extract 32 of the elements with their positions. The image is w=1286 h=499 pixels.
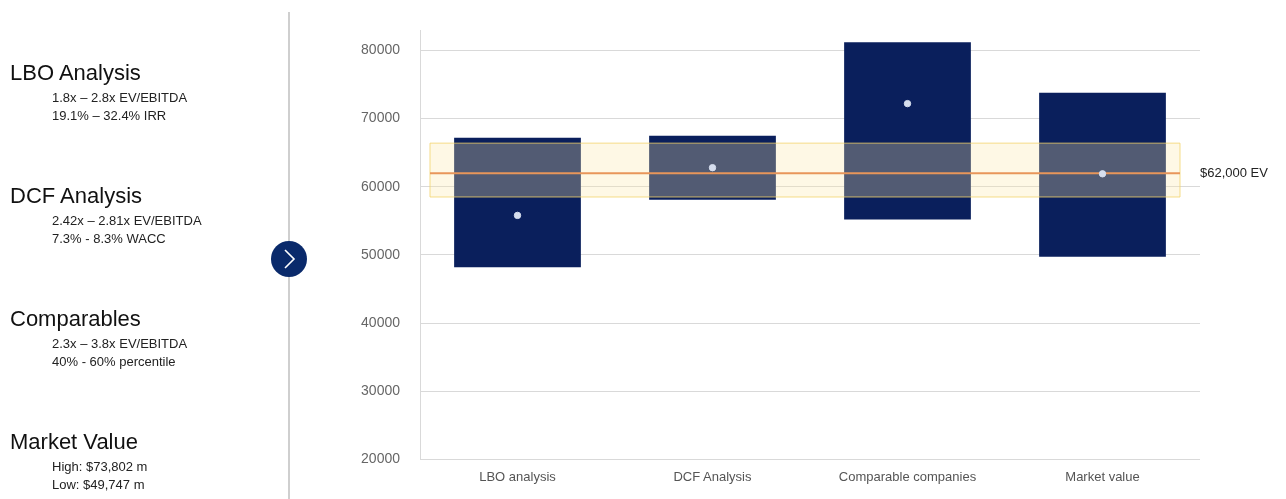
y-tick-label: 80000 bbox=[361, 41, 401, 58]
text: 19.1% – 32.4% IRR bbox=[52, 107, 168, 125]
point bbox=[1098, 170, 1107, 178]
bar bbox=[1039, 92, 1166, 257]
x-tick-label: Market value bbox=[1065, 468, 1140, 484]
y-tick-label: 50000 bbox=[361, 245, 401, 262]
text: 7.3% - 8.3% WACC bbox=[52, 230, 167, 248]
point bbox=[708, 163, 717, 172]
y-tick-label: 20000 bbox=[361, 450, 401, 467]
text: 40% - 60% percentile bbox=[52, 353, 177, 371]
text: 2.42x – 2.81x EV/EBITDA bbox=[52, 212, 203, 230]
text: High: $73,802 m bbox=[52, 458, 149, 476]
y-tick-label: 40000 bbox=[361, 313, 401, 330]
point bbox=[903, 99, 912, 108]
x-tick-label: Comparable companies bbox=[838, 468, 977, 484]
y-tick-label: 60000 bbox=[361, 177, 401, 194]
bar bbox=[454, 137, 581, 268]
x-tick-label: LBO analysis bbox=[479, 468, 557, 484]
point bbox=[513, 211, 522, 220]
x-tick-label: DCF Analysis bbox=[673, 468, 752, 484]
text: Low: $49,747 m bbox=[52, 476, 146, 494]
text: 1.8x – 2.8x EV/EBITDA bbox=[52, 89, 189, 107]
text: DCF Analysis bbox=[10, 183, 144, 209]
text: Market Value bbox=[10, 429, 139, 455]
bar bbox=[649, 135, 776, 200]
text: Comparables bbox=[10, 306, 142, 332]
y-tick-label: 70000 bbox=[361, 109, 401, 126]
bar bbox=[844, 42, 971, 220]
text: 2.3x – 3.8x EV/EBITDA bbox=[52, 335, 189, 353]
ref-line-label: $62,000 EV bbox=[1200, 164, 1269, 180]
text: LBO Analysis bbox=[10, 60, 142, 86]
y-tick-label: 30000 bbox=[361, 382, 401, 399]
